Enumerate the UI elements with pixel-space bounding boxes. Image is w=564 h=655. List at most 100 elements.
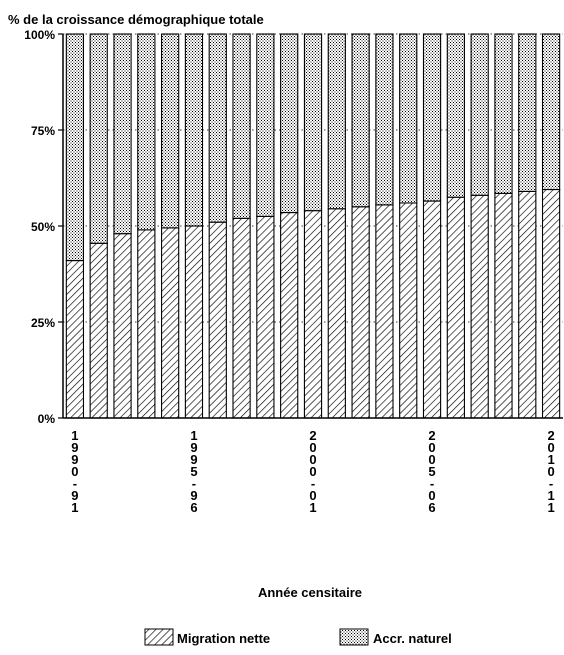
x-tick-label-char: - xyxy=(430,476,434,491)
bar-segment-accr-naturel xyxy=(65,33,85,262)
x-tick-label-char: 0 xyxy=(309,440,316,455)
x-axis-label: Année censitaire xyxy=(258,585,362,600)
bar-segment-migration-nette xyxy=(470,194,489,419)
bar-segment-accr-naturel xyxy=(470,33,489,196)
bar-segment-accr-naturel xyxy=(89,33,108,244)
bar-segment-accr-naturel xyxy=(446,33,465,198)
bar-segment-migration-nette xyxy=(137,229,156,419)
y-tick-label: 0% xyxy=(38,412,56,426)
bar-segment-migration-nette xyxy=(375,204,394,419)
legend: Migration nette Accr. naturel xyxy=(144,628,452,646)
legend-label: Accr. naturel xyxy=(373,631,452,646)
bars xyxy=(65,33,561,419)
x-tick-label-char: 1 xyxy=(547,500,554,515)
bar-segment-migration-nette xyxy=(280,212,299,419)
bar-segment-accr-naturel xyxy=(541,33,561,191)
bar-segment-migration-nette xyxy=(327,208,346,419)
bar-segment-migration-nette xyxy=(256,215,275,419)
bar-segment-migration-nette xyxy=(446,196,465,419)
bar-segment-accr-naturel xyxy=(184,33,204,227)
bar-segment-accr-naturel xyxy=(327,33,346,210)
x-tick-label-char: 0 xyxy=(71,464,78,479)
x-tick-label-char: - xyxy=(311,476,315,491)
x-tick-label-char: 0 xyxy=(309,464,316,479)
bar-segment-migration-nette xyxy=(232,217,251,419)
x-tick-label-char: 1 xyxy=(71,500,78,515)
x-tick-label-char: 1 xyxy=(547,452,554,467)
x-tick-label-char: 2 xyxy=(547,428,554,443)
bar-segment-migration-nette xyxy=(399,202,418,419)
bar-segment-accr-naturel xyxy=(518,33,537,192)
y-tick-label: 75% xyxy=(31,124,55,138)
x-tick-label-char: 2 xyxy=(428,428,435,443)
x-tick-label-char: 1 xyxy=(309,500,316,515)
x-tick-label-char: 1 xyxy=(547,488,554,503)
bar-segment-migration-nette xyxy=(208,221,227,419)
bar-segment-migration-nette xyxy=(494,192,513,419)
bar-segment-accr-naturel xyxy=(137,33,156,231)
bar-segment-migration-nette xyxy=(113,233,132,419)
x-tick-label-char: 0 xyxy=(428,488,435,503)
x-tick-label-char: 6 xyxy=(428,500,435,515)
x-tick-label-char: 9 xyxy=(71,452,78,467)
x-tick-label-char: 5 xyxy=(190,464,197,479)
bar-segment-migration-nette xyxy=(541,188,561,419)
legend-item-accr-naturel: Accr. naturel xyxy=(339,628,452,646)
bar-segment-migration-nette xyxy=(303,210,323,419)
bar-segment-migration-nette xyxy=(65,260,85,419)
bar-segment-migration-nette xyxy=(422,200,442,419)
y-tick-label: 50% xyxy=(31,220,55,234)
x-tick-label-char: 0 xyxy=(309,488,316,503)
bar-segment-accr-naturel xyxy=(113,33,132,235)
x-tick-label-char: 9 xyxy=(71,440,78,455)
bar-segment-migration-nette xyxy=(89,242,108,419)
x-tick-label-char: - xyxy=(73,476,77,491)
chart-title: % de la croissance démographique totale xyxy=(8,12,264,27)
bar-segment-accr-naturel xyxy=(232,33,251,219)
x-tick-label-char: - xyxy=(549,476,553,491)
bar-segment-migration-nette xyxy=(518,190,537,419)
x-tick-label-char: 0 xyxy=(547,440,554,455)
bar-segment-migration-nette xyxy=(184,225,204,419)
x-tick-label-char: 0 xyxy=(428,452,435,467)
y-axis-tick-labels: 0% 25% 50% 75% 100% xyxy=(24,28,63,426)
x-tick-label-char: 2 xyxy=(309,428,316,443)
bar-segment-migration-nette xyxy=(161,227,180,419)
x-tick-label-char: 9 xyxy=(190,440,197,455)
x-tick-label-char: - xyxy=(192,476,196,491)
bar-segment-accr-naturel xyxy=(375,33,394,206)
bar-segment-migration-nette xyxy=(351,206,370,419)
y-tick-label: 100% xyxy=(24,28,55,42)
bar-segment-accr-naturel xyxy=(256,33,275,217)
x-tick-label-char: 9 xyxy=(190,452,197,467)
x-tick-label-char: 6 xyxy=(190,500,197,515)
x-tick-label-char: 5 xyxy=(428,464,435,479)
legend-swatch-dots xyxy=(339,628,369,646)
bar-segment-accr-naturel xyxy=(280,33,299,214)
bar-segment-accr-naturel xyxy=(494,33,513,194)
y-tick-label: 25% xyxy=(31,316,55,330)
legend-label: Migration nette xyxy=(177,631,270,646)
bar-segment-accr-naturel xyxy=(351,33,370,208)
x-tick-label-char: 1 xyxy=(71,428,78,443)
x-tick-label-char: 9 xyxy=(190,488,197,503)
x-tick-label-char: 0 xyxy=(428,440,435,455)
x-tick-label-char: 0 xyxy=(309,452,316,467)
bar-segment-accr-naturel xyxy=(399,33,418,204)
legend-item-migration: Migration nette xyxy=(144,628,270,646)
bar-segment-accr-naturel xyxy=(422,33,442,202)
legend-swatch-hatch xyxy=(144,628,174,646)
bar-segment-accr-naturel xyxy=(208,33,227,223)
x-tick-label-char: 9 xyxy=(71,488,78,503)
bar-segment-accr-naturel xyxy=(303,33,323,212)
x-tick-label-char: 1 xyxy=(190,428,197,443)
x-tick-label-char: 0 xyxy=(547,464,554,479)
bar-segment-accr-naturel xyxy=(161,33,180,229)
